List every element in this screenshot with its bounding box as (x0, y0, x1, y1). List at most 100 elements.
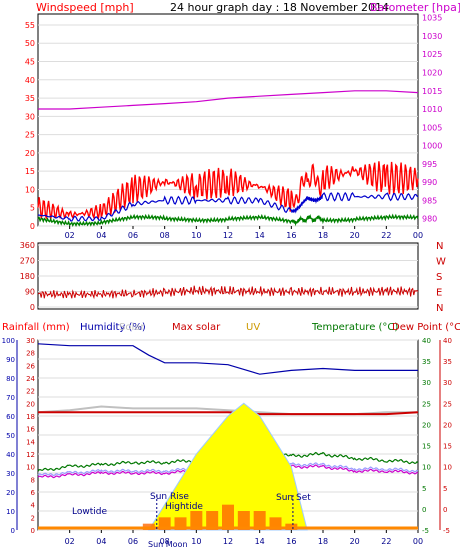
direction-line (37, 285, 419, 300)
temperature-title: Temperature (°C) (311, 322, 398, 333)
rain-ytick-label-5: 10 (26, 464, 35, 472)
wind-left-axis: 0 5 10 15 20 25 30 35 40 45 50 55 (25, 21, 35, 231)
climate-xtick-label-5: 12 (223, 537, 233, 546)
dewpoint-ytick-label-1: 0 (443, 506, 447, 514)
baro-ytick-label-9: 1025 (422, 50, 442, 59)
wind-xtick-label-8: 18 (318, 231, 328, 240)
baro-ytick-label-2: 990 (422, 178, 437, 187)
temp-ytick-label-9: 40 (422, 337, 431, 345)
direction-grid (38, 244, 418, 308)
wind-line (37, 161, 419, 221)
humidity-ytick-label-0: 0 (11, 527, 15, 535)
climate-xtick-label-7: 16 (286, 537, 296, 546)
baro-line (38, 90, 419, 110)
baro-ytick-label-6: 1010 (422, 105, 442, 114)
rain-bar (222, 504, 234, 530)
climate-panel: Rainfall (mm) Humidity (%) Solar Max sol… (2, 322, 460, 549)
wind-panel: Windspeed [mph] 24 hour graph day : 18 N… (25, 1, 460, 240)
climate-xtick-label-8: 18 (318, 537, 328, 546)
climate-axes: 0102030405060708090100024681012141618202… (2, 337, 452, 535)
baro-ytick-label-8: 1020 (422, 68, 442, 77)
wind-xtick-label-10: 22 (381, 231, 391, 240)
humidity-ytick-label-6: 60 (6, 413, 15, 421)
wind_low-line (37, 213, 419, 227)
wind-ytick-label-1: 5 (30, 204, 35, 213)
wind-series (37, 90, 419, 227)
rain-bar (253, 511, 266, 530)
humidity-ytick-label-9: 90 (6, 356, 15, 364)
wind-ytick-label-2: 10 (25, 185, 35, 194)
temp-ytick-label-2: 5 (422, 485, 426, 493)
baro-ytick-label-7: 1015 (422, 87, 442, 96)
dewpoint-ytick-label-4: 15 (443, 443, 452, 451)
baro-ytick-label-11: 1035 (422, 14, 442, 23)
wind-ytick-label-5: 25 (25, 131, 35, 140)
wind-xtick-label-11: 00 (413, 231, 423, 240)
humidity-ytick-label-4: 40 (6, 451, 15, 459)
uv-title: UV (246, 322, 260, 333)
lowtide-label: Lowtide (72, 507, 107, 517)
rain-ytick-label-4: 8 (31, 476, 35, 484)
direction-compass-label-2: S (436, 272, 442, 283)
wind-ytick-label-6: 30 (25, 112, 35, 121)
dewpoint-ytick-label-7: 30 (443, 379, 452, 387)
dewpoint-ytick-label-5: 20 (443, 421, 452, 429)
wind-ytick-label-8: 40 (25, 76, 35, 85)
temp-ytick-label-8: 35 (422, 358, 431, 366)
windspeed-title: Windspeed [mph] (36, 1, 134, 14)
climate-xtick-label-3: 08 (160, 537, 170, 546)
wind-x-axis: 02 04 06 08 10 12 14 16 18 20 22 00 (65, 226, 423, 240)
direction-ytick-label-4: 360 (20, 241, 35, 250)
wind-xtick-label-0: 02 (65, 231, 75, 240)
temp-ytick-label-7: 30 (422, 379, 431, 387)
rain-bar (237, 511, 250, 530)
wind-ytick-label-4: 20 (25, 149, 35, 158)
dewpoint-title: Dew Point (°C) (392, 322, 460, 333)
direction-ytick-label-0: 0 (30, 303, 35, 312)
direction-ytick-label-1: 90 (25, 288, 35, 297)
temp-ytick-label-5: 20 (422, 421, 431, 429)
humidity-ytick-label-3: 30 (6, 470, 15, 478)
wind-xtick-label-6: 14 (255, 231, 265, 240)
humidity-ytick-label-8: 80 (6, 375, 15, 383)
rain-ytick-label-7: 14 (26, 438, 35, 446)
wind-plot-frame (37, 13, 419, 227)
wind-ytick-label-10: 50 (25, 39, 35, 48)
dewpoint-ytick-label-0: -5 (443, 527, 450, 535)
wind-ytick-label-7: 35 (25, 94, 35, 103)
rain-ytick-label-8: 16 (26, 426, 35, 434)
solar-radiation-area (147, 402, 308, 531)
baro-ytick-label-5: 1005 (422, 123, 442, 132)
baro-ytick-label-10: 1030 (422, 32, 442, 41)
temp-ytick-label-4: 15 (422, 443, 431, 451)
wind-ytick-label-0: 0 (30, 222, 35, 231)
max-solar-title: Max solar (172, 322, 221, 333)
temp-ytick-label-3: 10 (422, 464, 431, 472)
dewpoint-ytick-label-2: 5 (443, 485, 447, 493)
rainfall-title: Rainfall (mm) (2, 322, 70, 333)
rain-ytick-label-10: 20 (26, 400, 35, 408)
climate-xtick-label-6: 14 (255, 537, 265, 546)
barometer-title: Barometer [hpa] (370, 1, 460, 14)
climate-x-axis: 02 04 06 08 10 12 14 16 18 20 22 00 (65, 530, 423, 546)
rain-ytick-label-12: 24 (26, 375, 35, 383)
rain-ytick-label-2: 4 (31, 502, 36, 510)
direction-compass-label-1: W (436, 257, 446, 268)
rain-bar (190, 511, 203, 530)
temp-ytick-label-0: -5 (422, 527, 429, 535)
humidity-ytick-label-7: 70 (6, 394, 15, 402)
humidity-line (37, 343, 418, 375)
sun-moon-label: Sun Moon (148, 540, 188, 549)
rain-ytick-label-14: 28 (26, 350, 35, 358)
rain-ytick-label-3: 6 (31, 489, 36, 497)
dewpoint-ytick-label-3: 10 (443, 464, 452, 472)
climate-xtick-label-10: 22 (381, 537, 391, 546)
humidity-ytick-label-5: 50 (6, 432, 15, 440)
rain-ytick-label-6: 12 (26, 451, 35, 459)
wind-xtick-label-9: 20 (350, 231, 360, 240)
baro-ytick-label-0: 980 (422, 215, 437, 224)
direction-compass-label-0: N (436, 241, 443, 252)
